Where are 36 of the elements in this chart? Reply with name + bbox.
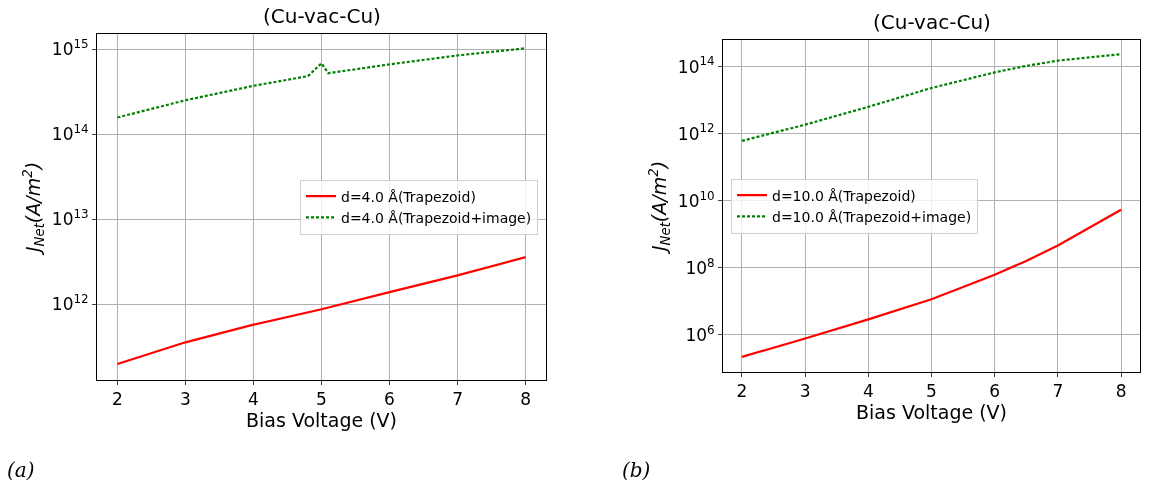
y-tick-label: 10$^{12}$ xyxy=(51,292,89,315)
x-tick-label: 3 xyxy=(799,381,811,402)
y-tick-label: 10$^{13}$ xyxy=(51,207,89,230)
text: (a) xyxy=(7,458,35,482)
x-tick-label: 5 xyxy=(926,381,937,402)
y-tick-label: 10$^{10}$ xyxy=(677,188,715,211)
x-tick-label: 5 xyxy=(316,389,327,410)
x-tick-label: 6 xyxy=(384,389,395,410)
x-tick-label: 2 xyxy=(736,381,748,402)
legend-label: d=10.0 Å(Trapezoid+image) xyxy=(772,208,972,225)
y-tick-label: 10$^{14}$ xyxy=(51,121,89,145)
y-tick-label: 10$^{6}$ xyxy=(685,322,715,345)
legend-label: d=4.0 Å(Trapezoid+image) xyxy=(341,209,532,226)
y-tick-label: 10$^{14}$ xyxy=(677,54,715,77)
x-tick-label: 3 xyxy=(180,389,191,410)
text: (b) xyxy=(622,458,651,482)
chart-title: (Cu-vac-Cu) xyxy=(263,4,381,28)
y-tick-label: 10$^{8}$ xyxy=(685,255,715,278)
legend-label: d=10.0 Å(Trapezoid) xyxy=(772,187,916,204)
x-tick-label: 8 xyxy=(1115,381,1127,402)
x-tick-label: 6 xyxy=(989,381,1001,402)
x-tick-label: 7 xyxy=(1052,381,1064,402)
legend-label: d=4.0 Å(Trapezoid) xyxy=(341,188,476,205)
y-tick-label: 10$^{15}$ xyxy=(51,36,89,59)
line-series xyxy=(116,256,527,366)
x-axis-title: Bias Voltage (V) xyxy=(855,401,1008,424)
line-series xyxy=(116,47,527,119)
y-tick-label: 10$^{12}$ xyxy=(677,121,715,144)
x-axis-title: Bias Voltage (V) xyxy=(245,409,398,432)
chart-title: (Cu-vac-Cu) xyxy=(873,10,991,34)
x-tick-label: 7 xyxy=(452,389,463,410)
x-tick-label: 4 xyxy=(248,389,259,410)
x-tick-label: 8 xyxy=(520,389,531,410)
x-tick-label: 2 xyxy=(112,389,123,410)
line-series xyxy=(740,208,1123,358)
x-tick-label: 4 xyxy=(862,381,874,402)
